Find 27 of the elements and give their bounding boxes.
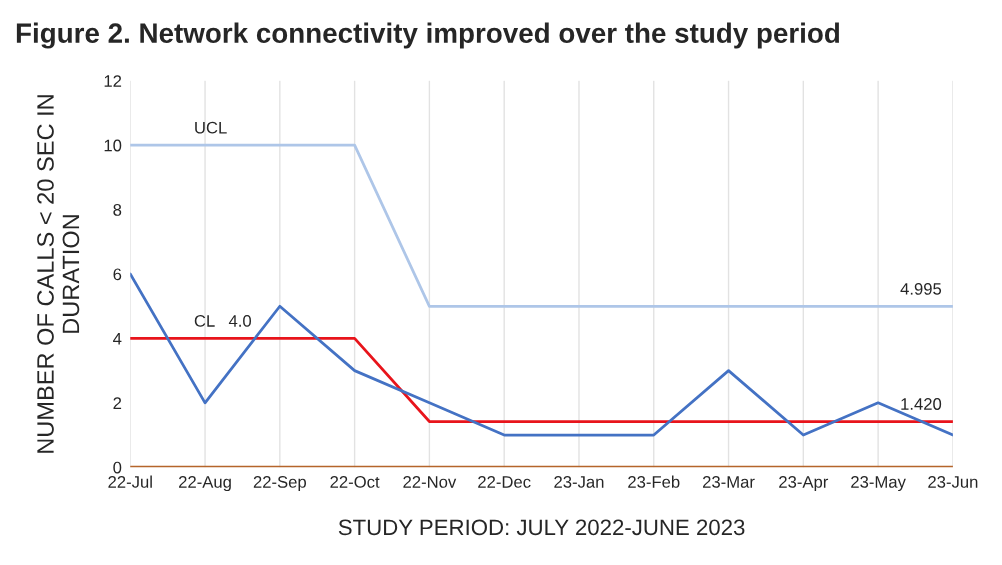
y-tick-label: 2 bbox=[113, 397, 122, 409]
x-tick-label: 23-Apr bbox=[779, 476, 829, 492]
x-tick-label: 23-Jun bbox=[928, 476, 978, 488]
x-tick-label: 22-Nov bbox=[403, 476, 457, 488]
x-tick-label: 23-Mar bbox=[702, 476, 755, 488]
annotation: 4.995 bbox=[900, 282, 942, 295]
x-tick-label: 22-Jul bbox=[108, 475, 152, 488]
y-tick-label: 10 bbox=[104, 139, 122, 152]
x-tick-label: 22-Aug bbox=[179, 476, 231, 492]
y-axis-title: NUMBER OF CALLS < 20 SEC IN DURATION bbox=[37, 95, 80, 453]
annotation: 1.420 bbox=[901, 398, 942, 410]
y-tick-label: 6 bbox=[113, 268, 122, 281]
annotation: CL 4.0 bbox=[194, 315, 252, 327]
line-series bbox=[130, 272, 953, 437]
x-axis-title: STUDY PERIOD: JULY 2022-JUNE 2023 bbox=[338, 519, 745, 536]
y-tick-label: 12 bbox=[104, 75, 122, 87]
y-tick-label: 0 bbox=[113, 461, 122, 474]
x-tick-label: 22-Oct bbox=[330, 476, 380, 488]
x-tick-label: 22-Dec bbox=[478, 476, 531, 488]
y-tick-label: 8 bbox=[113, 204, 122, 216]
annotation: UCL bbox=[195, 121, 227, 134]
x-tick-label: 23-Feb bbox=[628, 475, 680, 488]
y-tick-label: 4 bbox=[113, 333, 122, 345]
x-tick-label: 23-Jan bbox=[554, 476, 604, 488]
chart-title: Figure 2. Network connectivity improved over the study period bbox=[16, 22, 839, 49]
x-tick-label: 22-Sep bbox=[253, 476, 307, 492]
x-tick-label: 23-May bbox=[851, 476, 906, 492]
